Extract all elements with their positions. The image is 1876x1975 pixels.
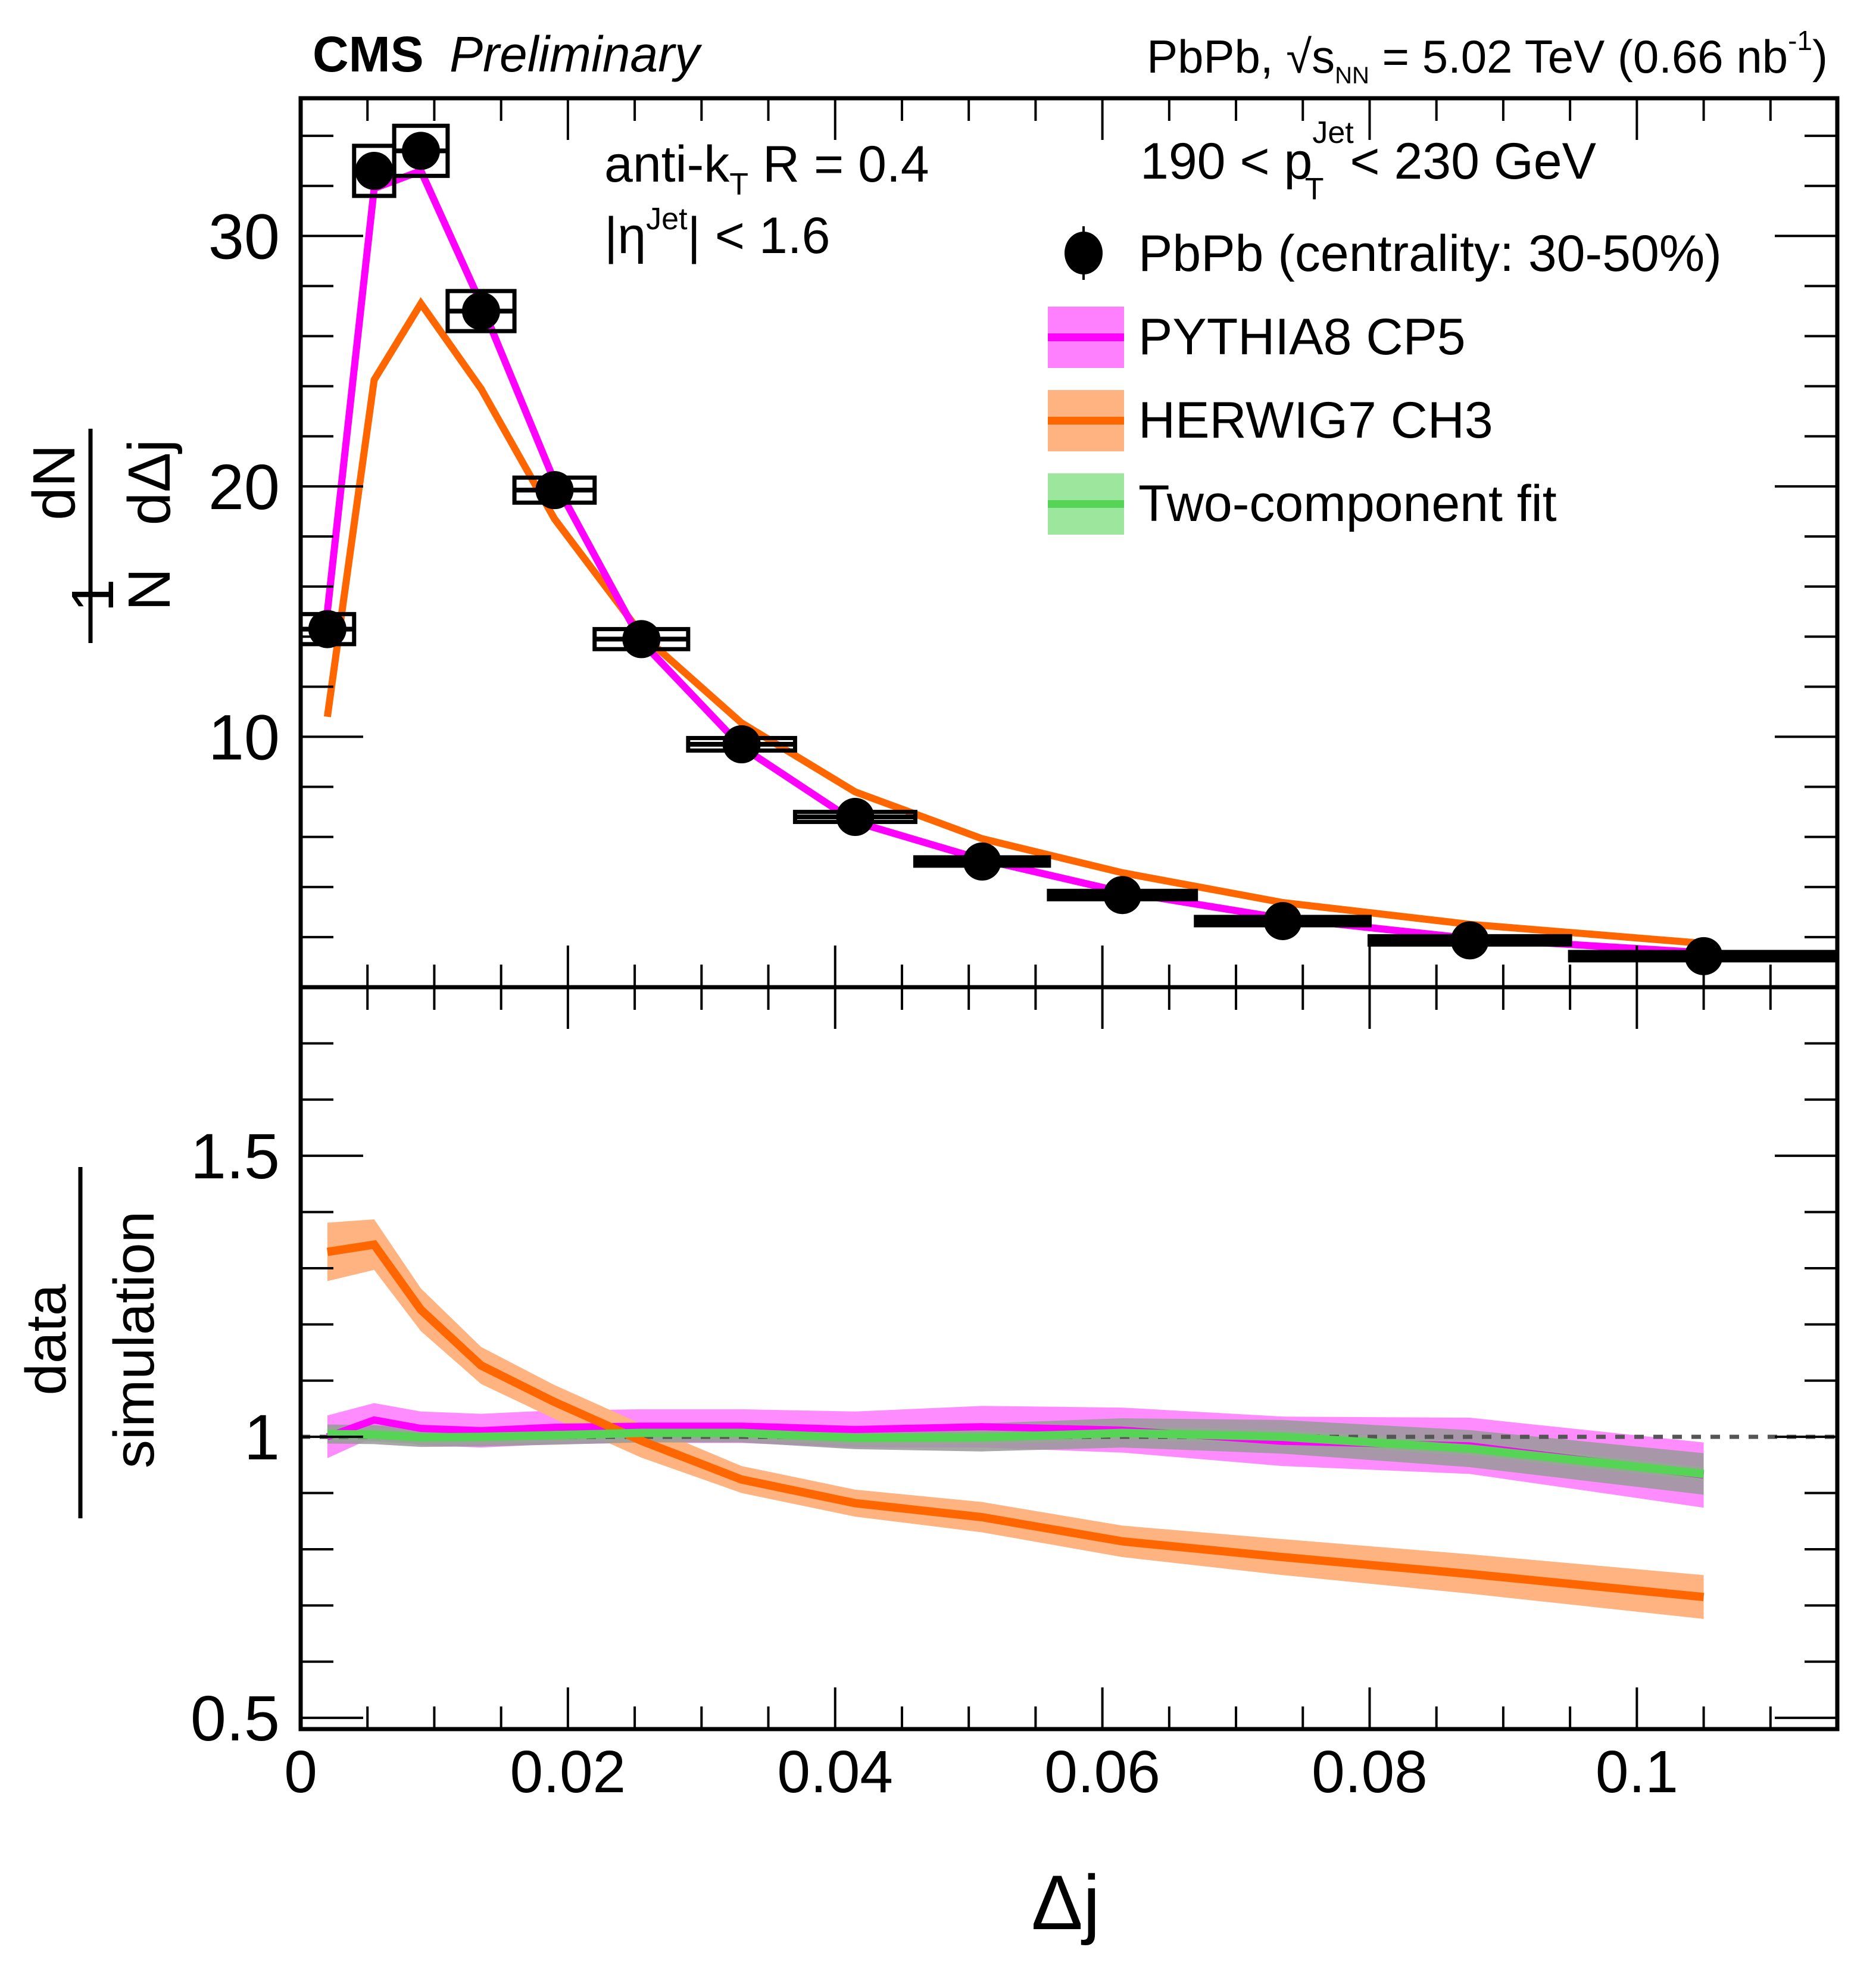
legend-herwig-line <box>1048 417 1124 425</box>
top-y-tick-label: 10 <box>208 701 280 773</box>
header-status: Preliminary <box>450 26 703 82</box>
data-marker <box>722 725 761 764</box>
x-tick-label: 0.08 <box>1312 1739 1428 1805</box>
data-point <box>1047 876 1198 915</box>
data-marker <box>308 610 347 648</box>
data-point <box>445 289 517 333</box>
legend-label-fit: Two-component fit <box>1138 475 1557 532</box>
pt-range-label: 190 < pJet T < 230 GeV <box>1140 116 1596 207</box>
legend-label-data: PbPb (centrality: 30-50%) <box>1138 225 1722 282</box>
x-tick-label: 0.04 <box>777 1739 893 1805</box>
data-marker <box>535 471 574 510</box>
bottom-y-tick-label: 1.5 <box>191 1120 280 1192</box>
data-point <box>686 725 797 764</box>
top-y-axis-label: 1 N dN dΔj <box>21 429 183 643</box>
ylabel-dN: dN <box>21 444 88 520</box>
legend-item-fit: Two-component fit <box>1048 473 1557 535</box>
data-point <box>913 842 1051 881</box>
ylabel-dDeltaj: dΔj <box>116 439 183 526</box>
data-marker <box>1684 937 1723 975</box>
data-point <box>1367 921 1572 960</box>
herwig-ratio-line <box>326 1240 1705 1602</box>
data-marker <box>1450 921 1489 960</box>
legend-item-herwig: HERWIG7 CH3 <box>1048 390 1493 451</box>
ylabel-data: data <box>14 1284 78 1395</box>
legend-label-herwig: HERWIG7 CH3 <box>1138 392 1493 449</box>
legend-label-pythia: PYTHIA8 CP5 <box>1138 308 1466 366</box>
legend-item-data: PbPb (centrality: 30-50%) <box>1065 225 1722 282</box>
data-marker <box>461 292 500 330</box>
data-point <box>298 610 357 648</box>
eta-cut-label: |ηJet| < 1.6 <box>604 202 830 264</box>
data-marker <box>1263 901 1302 940</box>
data-marker <box>1103 876 1142 915</box>
bottom-y-tick-label: 0.5 <box>191 1682 280 1754</box>
header-dataset: PbPb, √sNN = 5.02 TeV (0.66 nb-1) <box>1147 25 1828 89</box>
pythia-ratio-line <box>326 1416 1705 1479</box>
data-marker <box>622 620 661 659</box>
ylabel-one: 1 <box>60 579 126 612</box>
data-point <box>512 471 597 510</box>
bottom-y-axis-label: data simulation <box>14 1167 166 1518</box>
data-marker <box>401 132 440 170</box>
algorithm-label: anti-kT R = 0.4 <box>604 136 929 202</box>
legend-fit-line <box>1048 500 1124 508</box>
x-tick-label: 0.06 <box>1044 1739 1160 1805</box>
data-point <box>592 620 691 659</box>
legend-item-pythia: PYTHIA8 CP5 <box>1048 307 1466 368</box>
x-axis-title: Δj <box>1031 1859 1100 1946</box>
data-point <box>1194 901 1372 940</box>
top-y-tick-label: 30 <box>208 200 280 272</box>
legend: PbPb (centrality: 30-50%) PYTHIA8 CP5 HE… <box>1048 225 1722 535</box>
header-cms-label: CMS Preliminary <box>313 26 703 82</box>
x-tick-label: 0.02 <box>510 1739 626 1805</box>
ylabel-simulation: simulation <box>102 1211 166 1468</box>
x-tick-label: 0.1 <box>1596 1739 1678 1805</box>
fit-ratio-line <box>327 1428 1705 1478</box>
bottom-panel-frame <box>298 985 1840 1731</box>
bottom-panel <box>301 1219 1837 1619</box>
legend-pythia-line <box>1048 333 1124 341</box>
axes: 0 0.02 0.04 0.06 0.08 0.1 10 20 30 0.5 1 1.5 <box>191 96 1840 1805</box>
data-point <box>392 123 450 178</box>
x-tick-label: 0 <box>284 1739 317 1805</box>
data-marker <box>836 798 875 837</box>
top-y-tick-label: 20 <box>208 451 280 523</box>
data-point <box>792 798 917 837</box>
data-marker <box>963 842 1001 881</box>
bottom-y-tick-label: 1 <box>244 1401 280 1473</box>
ylabel-N: N <box>116 568 183 611</box>
data-marker <box>355 151 394 190</box>
